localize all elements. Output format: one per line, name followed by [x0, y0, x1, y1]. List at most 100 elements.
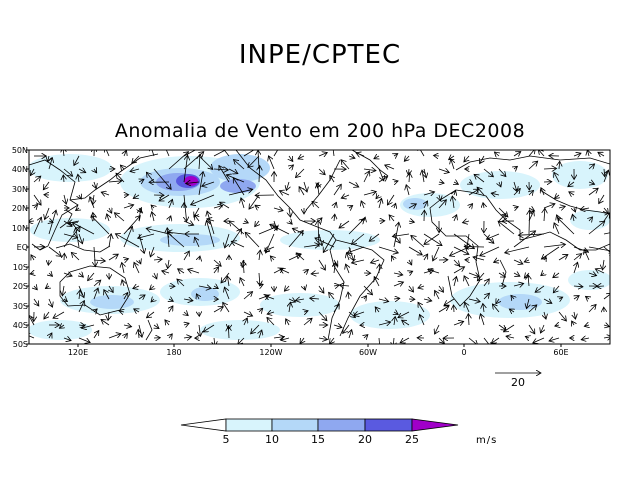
wind-vector	[150, 246, 154, 257]
wind-vector	[444, 298, 455, 305]
wind-vector	[364, 296, 367, 299]
wind-vector	[88, 272, 95, 281]
wind-vector	[198, 172, 203, 196]
wind-vector	[391, 256, 394, 260]
wind-vector	[393, 222, 399, 248]
wind-vector	[48, 246, 61, 256]
wind-vector	[424, 201, 428, 209]
wind-vector	[558, 311, 566, 321]
wind-vector	[404, 156, 409, 161]
wind-vector	[188, 269, 200, 273]
lon-label-0: 0	[461, 348, 467, 357]
wind-vector	[318, 168, 325, 175]
wind-vector	[408, 246, 422, 255]
wind-vector	[53, 311, 65, 318]
wind-vector	[513, 284, 524, 287]
wind-vector	[198, 286, 211, 288]
wind-vector	[289, 221, 292, 224]
wind-vector	[334, 202, 336, 209]
wind-vector	[574, 296, 579, 299]
colorbar-segment-3	[317, 418, 366, 432]
wind-vector	[101, 320, 110, 326]
wind-vector	[341, 160, 350, 170]
wind-vector	[108, 311, 109, 321]
wind-vector	[234, 160, 245, 170]
wind-vector	[418, 302, 425, 313]
wind-vector	[477, 187, 485, 196]
wind-vector	[543, 244, 566, 247]
wind-vector	[94, 181, 96, 189]
colorbar-segment-1	[225, 418, 273, 432]
lat-label-30s: 30S	[12, 302, 28, 311]
wind-vector	[393, 337, 394, 344]
wind-vector	[580, 208, 590, 210]
wind-vector	[281, 338, 290, 340]
wind-vector	[62, 285, 64, 296]
wind-vector	[348, 292, 349, 300]
wind-vector	[63, 150, 64, 157]
wind-vector	[528, 161, 538, 170]
wind-vector	[513, 273, 520, 276]
wind-vector	[82, 325, 95, 328]
wind-vector	[409, 221, 414, 222]
colorbar-units: m/s	[476, 435, 498, 446]
wind-vector	[513, 260, 523, 264]
wind-vector	[255, 220, 259, 227]
wind-vector	[589, 217, 593, 221]
wind-vector	[153, 168, 171, 189]
wind-vector	[588, 221, 605, 235]
wind-vector	[330, 175, 334, 183]
wind-vector	[483, 304, 484, 313]
wind-vector	[423, 299, 432, 301]
wind-vector	[76, 208, 79, 211]
wind-vector	[162, 271, 170, 273]
wind-vector	[288, 299, 296, 302]
wind-vector	[452, 196, 454, 209]
wind-vector	[529, 190, 534, 195]
wind-vector	[311, 273, 320, 274]
wind-vector	[168, 259, 169, 269]
wind-vector	[240, 278, 244, 287]
wind-vector	[203, 324, 215, 332]
wind-vector	[223, 302, 230, 313]
wind-vector	[269, 156, 275, 170]
wind-vector	[295, 299, 305, 301]
wind-vector	[573, 286, 583, 287]
wind-vector	[138, 295, 145, 299]
wind-vector	[183, 337, 192, 338]
wind-vector	[107, 214, 109, 222]
wind-vector	[45, 286, 49, 289]
wind-vector	[79, 195, 81, 199]
wind-vector	[513, 152, 521, 157]
wind-vector	[191, 194, 215, 205]
wind-vector	[541, 273, 544, 276]
wind-vector	[339, 285, 350, 286]
wind-vector	[393, 273, 403, 275]
wind-vector	[438, 306, 449, 313]
wind-vector	[453, 267, 465, 274]
wind-vector	[418, 150, 425, 157]
wind-vector	[304, 311, 308, 312]
wind-vector	[267, 312, 275, 314]
wind-vector	[525, 336, 529, 338]
lon-label-180: 180	[166, 348, 182, 357]
wind-vector	[104, 290, 110, 300]
wind-vector	[101, 192, 110, 195]
wind-vector	[573, 153, 581, 156]
wind-vector	[94, 309, 97, 312]
wind-vector	[259, 330, 262, 339]
colorbar-label-15: 15	[311, 433, 325, 446]
wind-vector	[152, 212, 154, 222]
wind-vector	[319, 285, 324, 293]
wind-vector	[363, 285, 373, 295]
wind-vector	[183, 221, 194, 225]
wind-vector	[602, 259, 604, 270]
wind-vector	[343, 324, 350, 333]
wind-vector	[428, 270, 440, 274]
wind-vector	[588, 188, 598, 196]
wind-vector	[499, 182, 501, 187]
wind-vector	[34, 286, 37, 290]
wind-vector	[115, 234, 140, 248]
wind-vector	[79, 290, 80, 300]
